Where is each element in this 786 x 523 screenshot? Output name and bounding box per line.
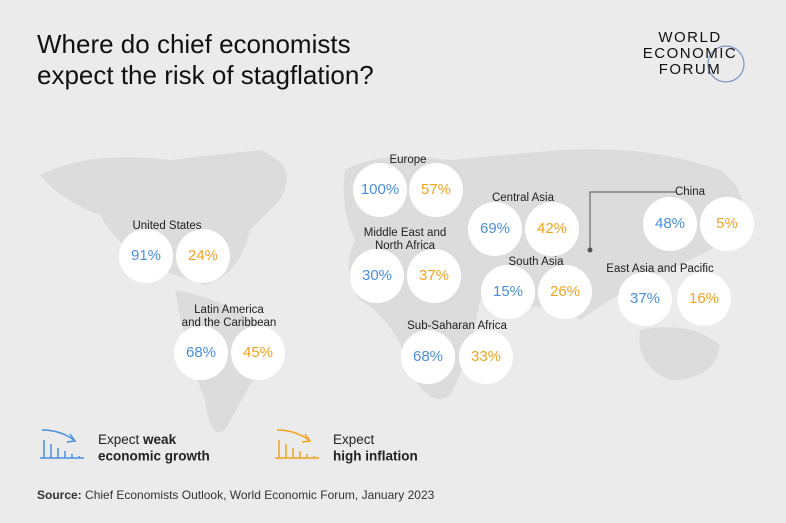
inflation-bubble bbox=[409, 163, 463, 217]
growth-bubble bbox=[401, 330, 455, 384]
region-name: China bbox=[675, 186, 706, 198]
inflation-value: 26% bbox=[550, 283, 580, 300]
growth-bubble bbox=[481, 265, 535, 319]
region-name: and the Caribbean bbox=[182, 317, 277, 329]
region-name: United States bbox=[132, 220, 201, 232]
inflation-bubble bbox=[176, 229, 230, 283]
connector-dot bbox=[587, 247, 593, 253]
growth-value: 68% bbox=[186, 344, 216, 361]
inflation-bubble bbox=[407, 249, 461, 303]
growth-bubble bbox=[350, 249, 404, 303]
inflation-value: 57% bbox=[421, 181, 451, 198]
growth-bubble bbox=[468, 202, 522, 256]
inflation-value: 37% bbox=[419, 267, 449, 284]
logo-arc bbox=[707, 45, 745, 83]
inflation-value: 24% bbox=[188, 247, 218, 264]
source-text: Chief Economists Outlook, World Economic… bbox=[85, 488, 435, 502]
growth-bubble bbox=[119, 229, 173, 283]
growth-value: 37% bbox=[630, 290, 660, 307]
legend-lead: Expect bbox=[98, 432, 140, 447]
region-name: Sub-Saharan Africa bbox=[407, 320, 507, 332]
growth-value: 69% bbox=[480, 220, 510, 237]
growth-bubble bbox=[174, 326, 228, 380]
growth-value: 48% bbox=[655, 215, 685, 232]
legend-lead: Expect bbox=[333, 432, 375, 447]
logo-text: ECONOMIC bbox=[643, 45, 738, 62]
region-name: Middle East and bbox=[364, 227, 446, 239]
region-name: Latin America bbox=[194, 304, 264, 316]
inflation-bubble bbox=[700, 197, 754, 251]
source: Source: Chief Economists Outlook, World … bbox=[37, 488, 435, 502]
region-name: South Asia bbox=[509, 256, 565, 268]
inflation-bubble bbox=[538, 265, 592, 319]
logo-text: FORUM bbox=[659, 61, 722, 78]
region-name: East Asia and Pacific bbox=[606, 263, 714, 275]
inflation-value: 33% bbox=[471, 348, 501, 365]
legend-bold: economic growth bbox=[98, 449, 210, 464]
growth-value: 15% bbox=[493, 283, 523, 300]
growth-bubble bbox=[353, 163, 407, 217]
title: Where do chief economists bbox=[37, 29, 351, 59]
region-name: North Africa bbox=[375, 240, 436, 252]
inflation-icon bbox=[275, 429, 319, 459]
region-name: Central Asia bbox=[492, 192, 555, 204]
inflation-bubble bbox=[525, 202, 579, 256]
inflation-value: 45% bbox=[243, 344, 273, 361]
growth-value: 30% bbox=[362, 267, 392, 284]
growth-icon bbox=[40, 429, 84, 459]
logo-text: WORLD bbox=[658, 29, 721, 46]
region-name: Europe bbox=[389, 154, 426, 166]
growth-value: 91% bbox=[131, 247, 161, 264]
growth-value: 68% bbox=[413, 348, 443, 365]
source-label: Source: bbox=[37, 488, 82, 502]
inflation-bubble bbox=[231, 326, 285, 380]
legend-bold: high inflation bbox=[333, 449, 418, 464]
inflation-bubble bbox=[677, 272, 731, 326]
inflation-bubble bbox=[459, 330, 513, 384]
connector bbox=[589, 191, 676, 250]
legend-text: Expect bbox=[333, 432, 375, 447]
legend-text: Expect weak bbox=[98, 432, 177, 447]
inflation-value: 16% bbox=[689, 290, 719, 307]
title: expect the risk of stagflation? bbox=[37, 60, 374, 90]
growth-value: 100% bbox=[361, 181, 399, 198]
inflation-value: 5% bbox=[716, 215, 738, 232]
legend-bold: weak bbox=[142, 432, 177, 447]
growth-bubble bbox=[618, 272, 672, 326]
growth-bubble bbox=[643, 197, 697, 251]
inflation-value: 42% bbox=[537, 220, 567, 237]
